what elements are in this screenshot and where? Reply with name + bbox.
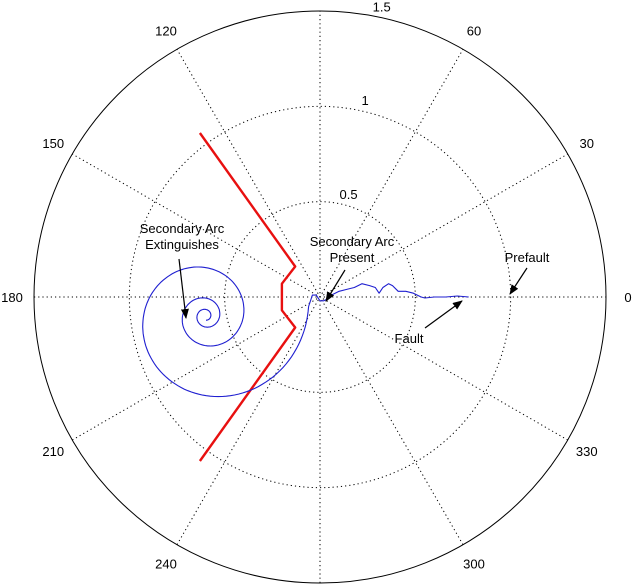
series-spiral-line bbox=[142, 266, 310, 398]
series-boundary-line bbox=[198, 132, 297, 462]
annotation-fault: Fault bbox=[395, 331, 424, 346]
data-series-layer bbox=[142, 132, 469, 462]
tick-labels: 03060901201501802102402703003300.511.5 bbox=[1, 0, 631, 572]
radial-tick-label: 1.5 bbox=[373, 0, 391, 14]
angle-tick-label: 330 bbox=[576, 444, 598, 459]
arrow-extinguishes bbox=[178, 258, 189, 319]
series-trajectory-line bbox=[308, 283, 469, 307]
angle-tick-label: 300 bbox=[463, 557, 485, 572]
angle-tick-label: 180 bbox=[1, 290, 23, 305]
angle-tick-label: 240 bbox=[155, 557, 177, 572]
angle-tick-label: 120 bbox=[155, 23, 177, 38]
radial-tick-label: 1 bbox=[361, 93, 368, 108]
annotation-extinguishes-line-2: Extinguishes bbox=[145, 237, 219, 252]
annotation-extinguishes-line-1: Secondary Arc bbox=[140, 221, 225, 236]
angle-tick-label: 150 bbox=[42, 136, 64, 151]
polar-grid bbox=[33, 10, 607, 584]
angle-tick-label: 60 bbox=[467, 23, 481, 38]
arrow-prefault bbox=[509, 267, 528, 295]
angle-tick-label: 30 bbox=[580, 136, 594, 151]
angle-tick-label: 210 bbox=[42, 444, 64, 459]
annotations: Secondary Arc Extinguishes Secondary Arc… bbox=[140, 221, 550, 346]
annotation-arrows bbox=[178, 258, 528, 329]
annotation-present-line-2: Present bbox=[330, 250, 375, 265]
grid-spoke-5 bbox=[72, 153, 568, 441]
annotation-present-line-1: Secondary Arc bbox=[310, 234, 395, 249]
angle-tick-label: 0 bbox=[624, 290, 631, 305]
arrow-present bbox=[325, 269, 346, 302]
grid-ring-1 bbox=[128, 105, 512, 489]
grid-ring-0 bbox=[224, 201, 416, 393]
annotation-prefault: Prefault bbox=[505, 250, 550, 265]
radial-tick-label: 0.5 bbox=[340, 187, 358, 202]
arrow-fault bbox=[424, 300, 463, 329]
